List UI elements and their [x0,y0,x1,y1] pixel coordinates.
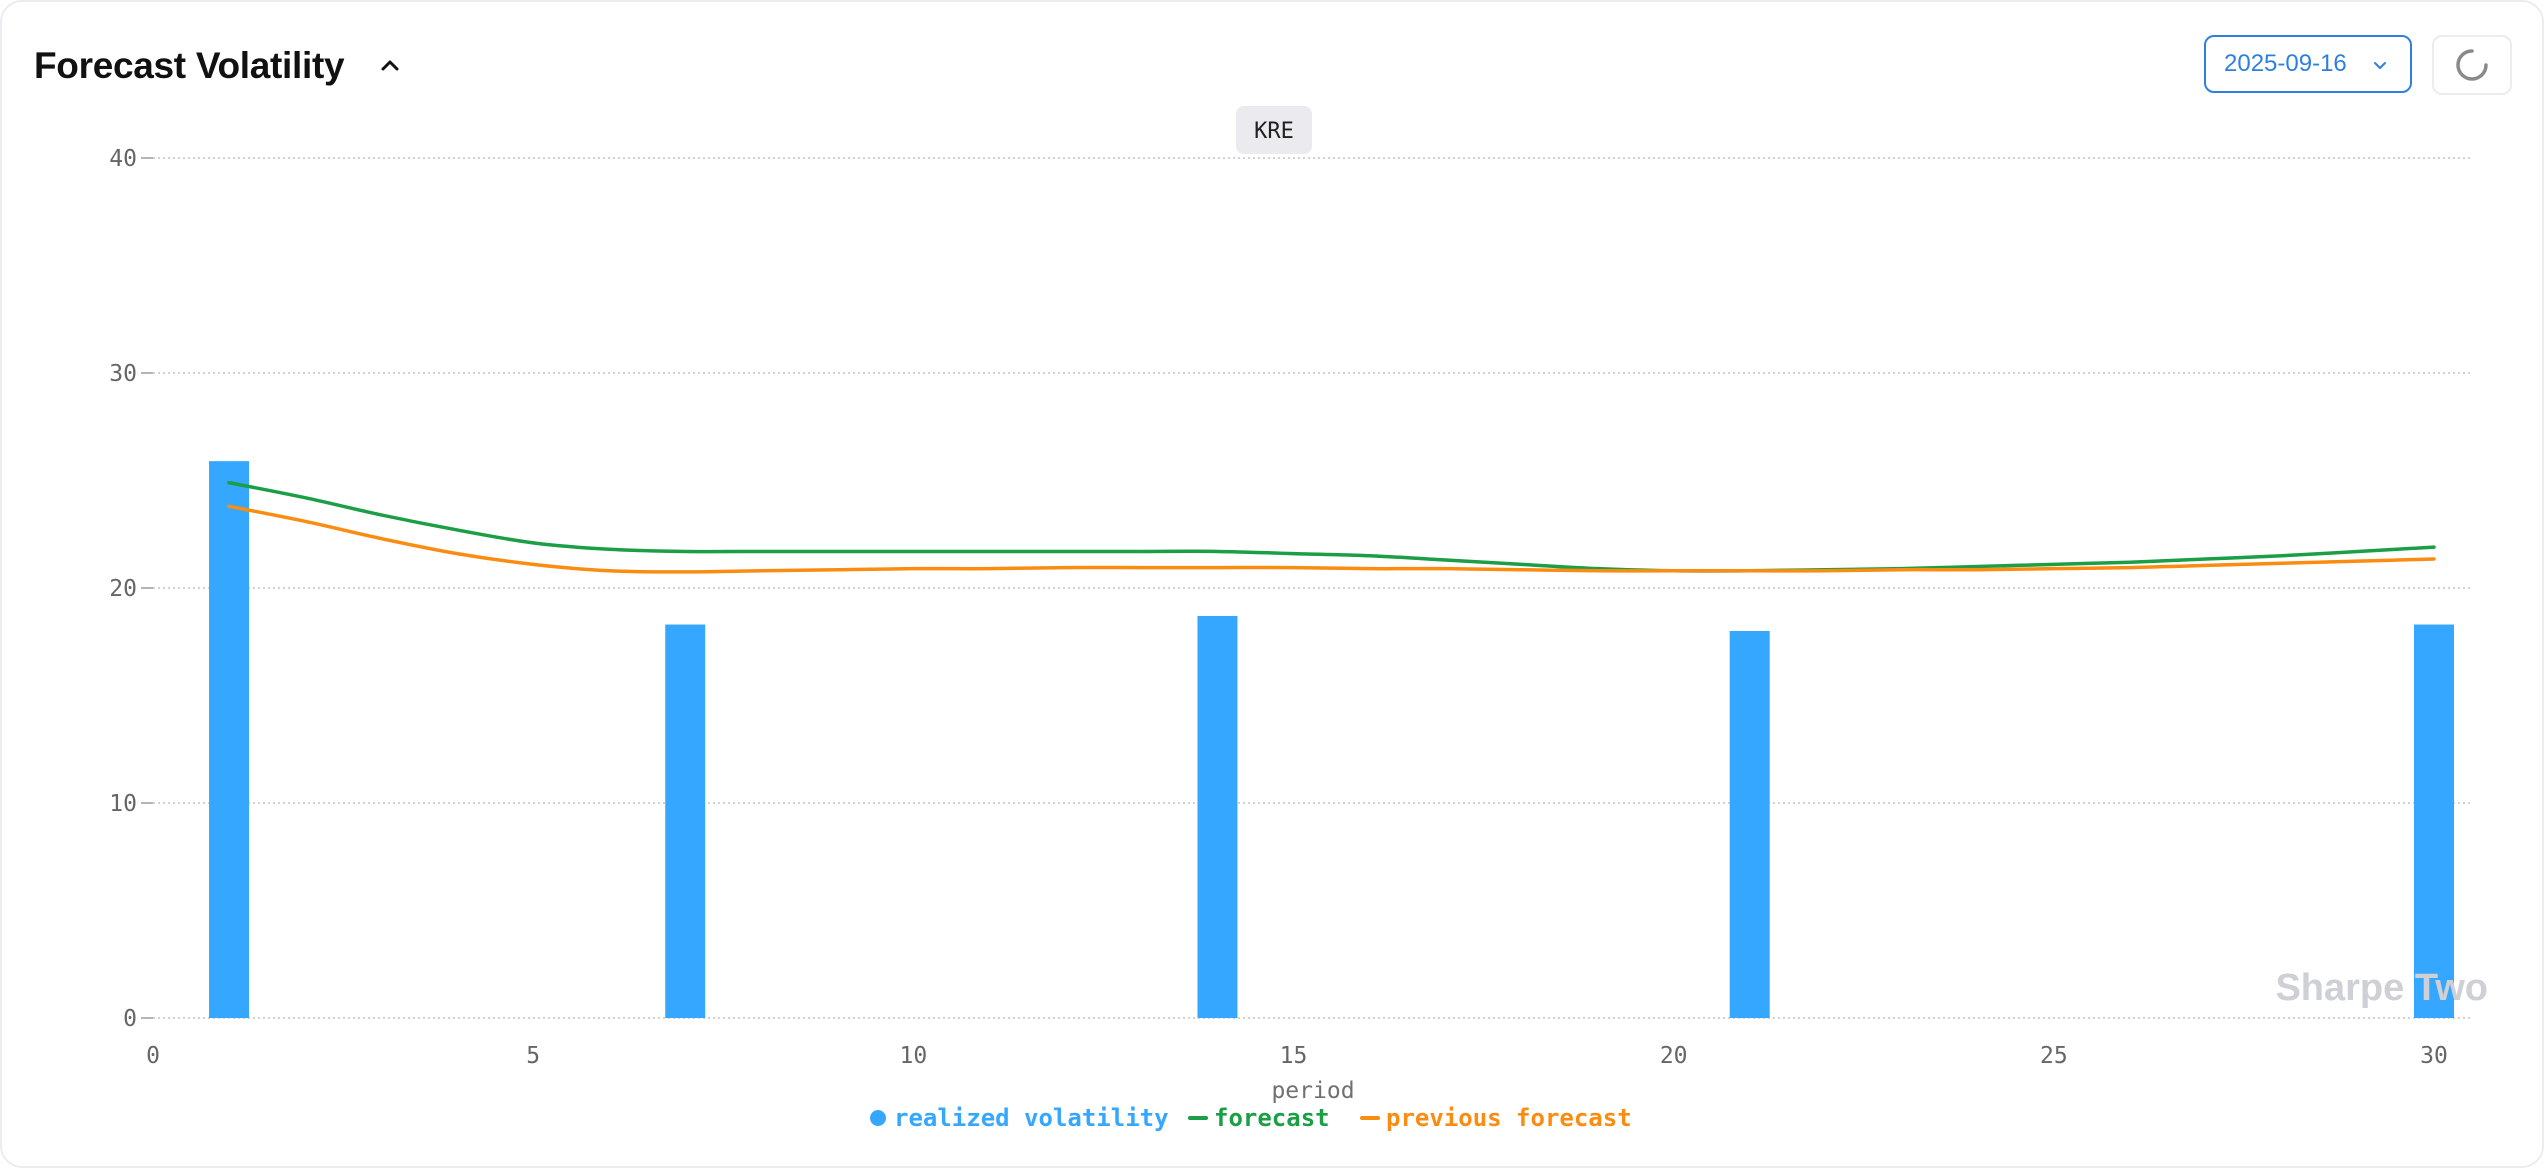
realized-volatility-bar [1197,615,1238,1018]
y-tick-label: 20 [109,576,137,602]
chart-title-badge [1236,106,1312,154]
page-title: Forecast Volatility [34,45,345,86]
legend-label: forecast [1214,1104,1330,1132]
forecast-line [227,480,2436,573]
x-tick-label: 5 [526,1043,540,1069]
x-tick-label: 20 [1660,1043,1688,1069]
realized-volatility-bars [209,461,2454,1018]
y-tick-label: 0 [123,1006,137,1032]
x-tick-label: 10 [899,1043,927,1069]
legend-label: previous forecast [1386,1104,1632,1132]
x-tick-label: 25 [2040,1043,2068,1069]
y-tick-label: 30 [109,361,137,387]
chart-title: KRE [1254,119,1294,144]
y-tick-label: 40 [109,146,137,172]
y-axis-ticks: 0 10 20 30 40 [109,146,153,1032]
legend-item-previous-forecast: previous forecast [1360,1104,1632,1132]
refresh-button[interactable] [2432,35,2512,95]
realized-volatility-bar [209,461,250,1018]
x-tick-label: 30 [2420,1043,2448,1069]
collapse-button[interactable] [372,48,408,84]
grid-lines [153,157,2472,1019]
previous-forecast-line [227,504,2436,574]
legend-label: realized volatility [894,1104,1169,1132]
x-tick-label: 15 [1280,1043,1308,1069]
y-tick-label: 10 [109,791,137,817]
chevron-up-icon [381,60,399,71]
loading-spinner-icon [2456,49,2488,81]
x-axis-ticks: 0 5 10 15 20 25 30 [146,1043,2448,1069]
legend-item-realized-volatility: realized volatility [870,1104,1169,1132]
x-tick-label: 0 [146,1043,160,1069]
forecast-lines [227,480,2436,574]
legend-swatch [870,1110,886,1126]
realized-volatility-bar [665,624,706,1018]
x-axis-label: period [1271,1078,1354,1104]
realized-volatility-bar [1729,631,1770,1018]
date-select-button[interactable]: 2025-09-16 [2204,35,2412,93]
watermark: Sharpe Two [2275,967,2488,1009]
legend-item-forecast: forecast [1188,1104,1330,1132]
realized-volatility-bar [2414,624,2454,1018]
chevron-down-icon [2374,62,2386,69]
chart-legend: realized volatility forecast previous fore… [870,1104,1632,1132]
date-value: 2025-09-16 [2224,50,2347,77]
